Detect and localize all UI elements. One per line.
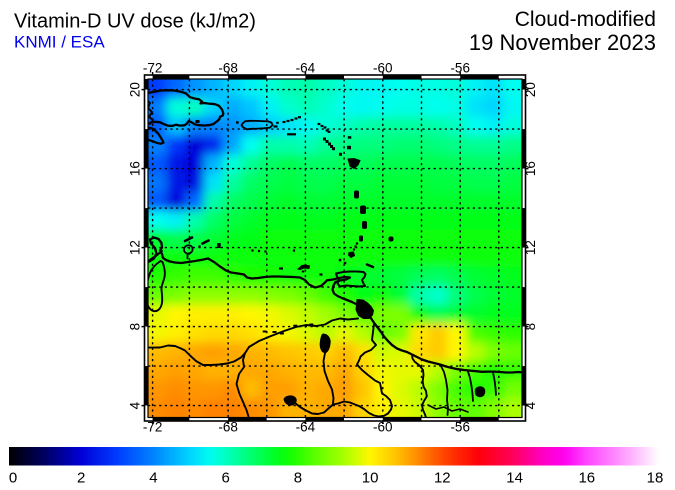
svg-text:16: 16 xyxy=(128,161,143,176)
svg-text:12: 12 xyxy=(128,240,143,255)
svg-text:-72: -72 xyxy=(143,61,163,76)
svg-text:6: 6 xyxy=(222,470,230,487)
svg-text:16: 16 xyxy=(578,470,595,487)
svg-text:4: 4 xyxy=(149,470,157,487)
svg-text:8: 8 xyxy=(294,470,302,487)
svg-text:-56: -56 xyxy=(450,61,470,76)
svg-text:16: 16 xyxy=(523,161,538,176)
svg-text:10: 10 xyxy=(362,470,379,487)
svg-text:KNMI / ESA: KNMI / ESA xyxy=(14,33,105,52)
svg-text:4: 4 xyxy=(128,401,143,409)
svg-text:-64: -64 xyxy=(296,420,316,435)
svg-text:12: 12 xyxy=(434,470,451,487)
svg-text:12: 12 xyxy=(523,240,538,255)
svg-text:-56: -56 xyxy=(450,420,470,435)
svg-text:-68: -68 xyxy=(218,420,238,435)
svg-text:20: 20 xyxy=(523,82,538,97)
svg-text:Vitamin-D UV dose (kJ/m2): Vitamin-D UV dose (kJ/m2) xyxy=(14,11,256,33)
svg-text:2: 2 xyxy=(77,470,85,487)
svg-text:14: 14 xyxy=(506,470,523,487)
svg-text:18: 18 xyxy=(647,470,664,487)
svg-text:-60: -60 xyxy=(373,61,393,76)
svg-text:-68: -68 xyxy=(218,61,238,76)
svg-text:-64: -64 xyxy=(296,61,316,76)
svg-text:20: 20 xyxy=(128,82,143,97)
svg-text:Cloud-modified: Cloud-modified xyxy=(515,8,656,31)
svg-text:8: 8 xyxy=(128,323,143,331)
svg-text:4: 4 xyxy=(523,401,538,409)
svg-text:-72: -72 xyxy=(143,420,163,435)
svg-text:19 November 2023: 19 November 2023 xyxy=(469,30,656,55)
svg-text:-60: -60 xyxy=(373,420,393,435)
svg-text:0: 0 xyxy=(9,470,17,487)
svg-text:8: 8 xyxy=(523,323,538,331)
